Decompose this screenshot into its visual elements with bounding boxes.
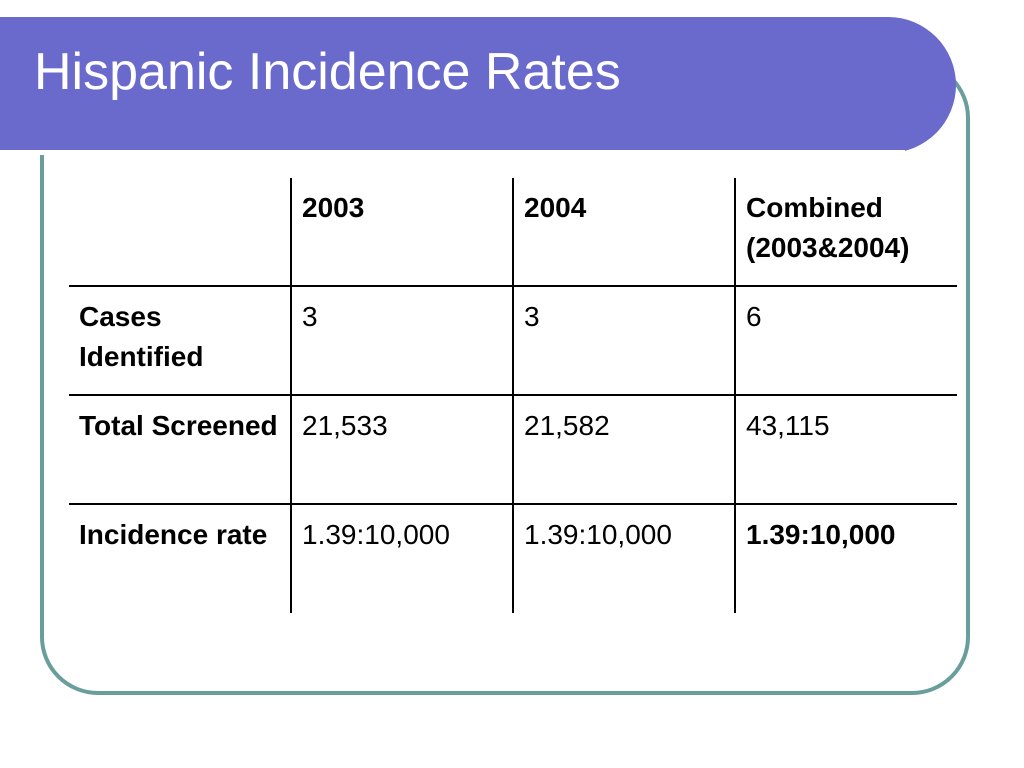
header-cell-combined: Combined (2003&2004) xyxy=(734,178,957,286)
header-cell-2003: 2003 xyxy=(290,178,513,286)
title-bar xyxy=(0,17,956,155)
header-cell-2004: 2004 xyxy=(512,178,735,286)
table-cell: 43,115 xyxy=(734,394,957,504)
table-row: Cases Identified 3 3 6 xyxy=(69,285,957,395)
row-label-incidence-rate: Incidence rate xyxy=(69,503,291,613)
slide-title: Hispanic Incidence Rates xyxy=(34,43,621,101)
table-cell-combined-rate: 1.39:10,000 xyxy=(734,503,957,613)
row-label-cases-identified: Cases Identified xyxy=(69,285,291,395)
incidence-table: 2003 2004 Combined (2003&2004) Cases Ide… xyxy=(69,178,957,613)
table-header-row: 2003 2004 Combined (2003&2004) xyxy=(69,178,957,286)
table-cell: 3 xyxy=(512,285,735,395)
title-underline xyxy=(0,150,905,155)
table-row: Incidence rate 1.39:10,000 1.39:10,000 1… xyxy=(69,503,957,613)
table-cell: 21,533 xyxy=(290,394,513,504)
table-row: Total Screened 21,533 21,582 43,115 xyxy=(69,394,957,504)
table-cell: 21,582 xyxy=(512,394,735,504)
table-cell: 1.39:10,000 xyxy=(290,503,513,613)
header-cell-empty xyxy=(69,178,291,286)
table-cell: 6 xyxy=(734,285,957,395)
table-cell: 1.39:10,000 xyxy=(512,503,735,613)
table-cell: 3 xyxy=(290,285,513,395)
row-label-total-screened: Total Screened xyxy=(69,394,291,504)
